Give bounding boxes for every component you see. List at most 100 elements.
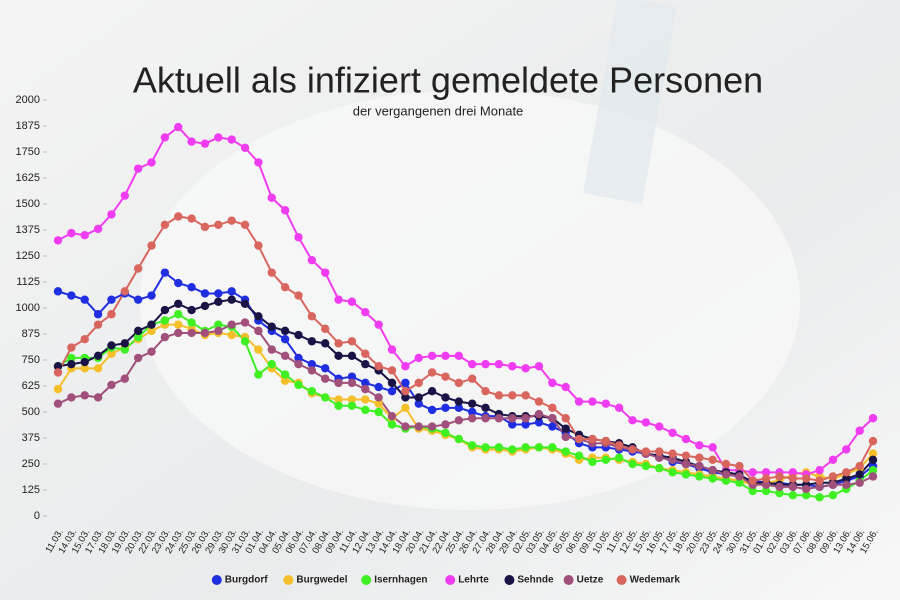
data-point (721, 476, 731, 485)
data-point (494, 359, 504, 369)
data-point (588, 397, 597, 406)
data-point (200, 328, 210, 338)
y-tick-label: 1000 (16, 302, 40, 314)
data-point (548, 378, 557, 388)
data-point (321, 364, 330, 373)
data-point (67, 353, 76, 363)
data-point (655, 453, 664, 462)
data-point (721, 470, 731, 479)
data-point (521, 391, 530, 400)
data-point (748, 486, 757, 496)
data-point (200, 139, 210, 148)
data-point (655, 422, 664, 431)
data-point (441, 372, 450, 381)
data-point (801, 474, 811, 483)
data-point (681, 459, 691, 469)
data-point (427, 368, 437, 377)
data-point (107, 349, 116, 358)
data-point (214, 320, 223, 329)
data-point (133, 264, 143, 273)
data-point (801, 491, 811, 500)
data-point (788, 491, 798, 500)
data-point (294, 353, 303, 363)
data-point (214, 133, 223, 142)
data-point (240, 220, 250, 229)
legend-label: Burgdorf (225, 575, 268, 586)
data-point (668, 455, 677, 465)
data-point (855, 470, 864, 479)
data-point (160, 316, 170, 325)
data-point (53, 399, 63, 408)
data-point (467, 399, 477, 408)
data-point (401, 422, 410, 431)
data-point (788, 482, 798, 492)
data-point (240, 143, 250, 153)
data-point (361, 395, 370, 404)
data-point (761, 474, 771, 483)
data-point (267, 359, 276, 369)
data-point (53, 362, 63, 371)
data-point (133, 164, 143, 173)
data-point (508, 391, 517, 400)
data-point (441, 403, 450, 413)
data-point (147, 241, 156, 250)
y-tick-label: 1625 (16, 172, 40, 184)
data-point (361, 349, 370, 358)
data-point (294, 330, 303, 340)
legend-label: Wedemark (630, 575, 681, 586)
data-point (254, 241, 263, 250)
data-point (855, 426, 864, 435)
data-point (227, 330, 236, 340)
data-point (374, 407, 383, 417)
data-point (321, 268, 330, 277)
data-point (828, 491, 838, 500)
data-point (574, 434, 584, 444)
data-point (347, 372, 357, 381)
data-point (761, 486, 771, 496)
data-point (160, 305, 170, 315)
y-tick-label: 875 (22, 328, 40, 340)
data-point (120, 374, 130, 383)
data-point (321, 324, 330, 333)
data-point (427, 405, 437, 415)
data-point (534, 418, 544, 427)
data-point (227, 287, 236, 296)
data-point (494, 443, 504, 452)
y-tick-label: 500 (22, 406, 40, 418)
data-point (53, 384, 63, 394)
data-point (294, 359, 303, 369)
data-point (334, 295, 343, 304)
data-point (641, 447, 651, 456)
data-point (160, 133, 170, 142)
data-point (414, 378, 423, 388)
data-point (120, 339, 130, 348)
data-point (668, 449, 677, 458)
data-point (280, 206, 290, 215)
data-point (868, 466, 878, 475)
data-point (307, 312, 317, 321)
data-point (334, 395, 343, 404)
data-point (227, 295, 236, 304)
data-point (842, 480, 851, 489)
data-point (601, 455, 610, 465)
data-point (454, 416, 464, 425)
data-point (601, 436, 610, 446)
data-point (681, 434, 691, 444)
data-point (347, 395, 357, 404)
data-point (427, 422, 437, 431)
data-point (174, 278, 183, 288)
data-point (441, 420, 450, 429)
data-point (160, 220, 170, 229)
data-point (280, 370, 290, 379)
data-point (187, 328, 196, 338)
data-point (200, 301, 210, 311)
data-point (815, 466, 824, 475)
data-point (868, 472, 878, 481)
data-point (628, 445, 637, 454)
data-point (681, 451, 691, 460)
data-point (240, 337, 250, 346)
data-point (254, 158, 263, 167)
data-point (254, 326, 263, 336)
data-point (842, 445, 851, 454)
data-point (321, 393, 330, 402)
